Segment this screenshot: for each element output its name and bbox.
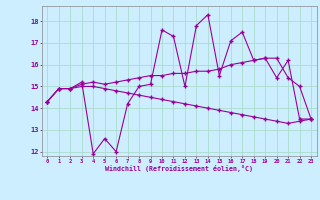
X-axis label: Windchill (Refroidissement éolien,°C): Windchill (Refroidissement éolien,°C): [105, 165, 253, 172]
